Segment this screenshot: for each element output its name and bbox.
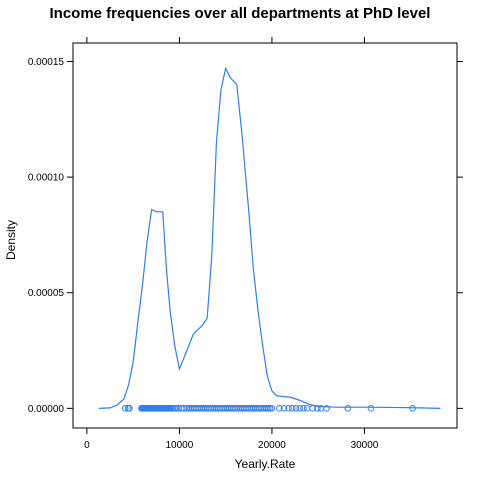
rug-point	[309, 405, 316, 412]
y-tick-label: 0.00015	[28, 57, 65, 68]
y-axis-ticks: 0.00000 0.00005 0.00010 0.00015	[28, 57, 463, 415]
plot-frame	[72, 42, 458, 429]
rug-point	[280, 405, 288, 412]
rug-point	[171, 405, 179, 412]
x-tick-label: 20000	[258, 440, 286, 451]
rug-point	[121, 405, 129, 412]
rug-point	[292, 405, 300, 412]
rug-point	[313, 405, 321, 412]
rug-point	[409, 405, 416, 412]
rug-point	[276, 405, 283, 412]
x-tick-label: 10000	[166, 440, 194, 451]
rug-point	[303, 405, 311, 412]
rug-point	[180, 405, 188, 412]
x-axis-ticks: 0 10000 20000 30000	[84, 37, 379, 451]
rug-point	[266, 405, 274, 412]
x-axis-label: Yearly.Rate	[235, 457, 296, 471]
rug-point	[323, 405, 330, 412]
y-tick-label: 0.00010	[28, 173, 65, 184]
rug-point	[288, 405, 296, 412]
chart-title: Income frequencies over all departments …	[50, 5, 431, 22]
y-tick-label: 0.00005	[28, 288, 65, 299]
y-axis-label: Density	[4, 220, 18, 260]
x-tick-label: 30000	[351, 440, 379, 451]
rug-point	[367, 405, 375, 412]
rug-point	[344, 405, 352, 412]
x-tick-label: 0	[84, 440, 90, 451]
rug-points	[121, 405, 416, 412]
rug-point	[126, 405, 133, 412]
y-tick-label: 0.00000	[28, 404, 65, 415]
density-line	[98, 66, 441, 409]
rug-point	[264, 405, 272, 412]
rug-point	[173, 405, 180, 412]
rug-point	[285, 405, 292, 412]
rug-point	[300, 405, 307, 412]
rug-point	[268, 405, 276, 412]
rug-point	[296, 405, 303, 412]
